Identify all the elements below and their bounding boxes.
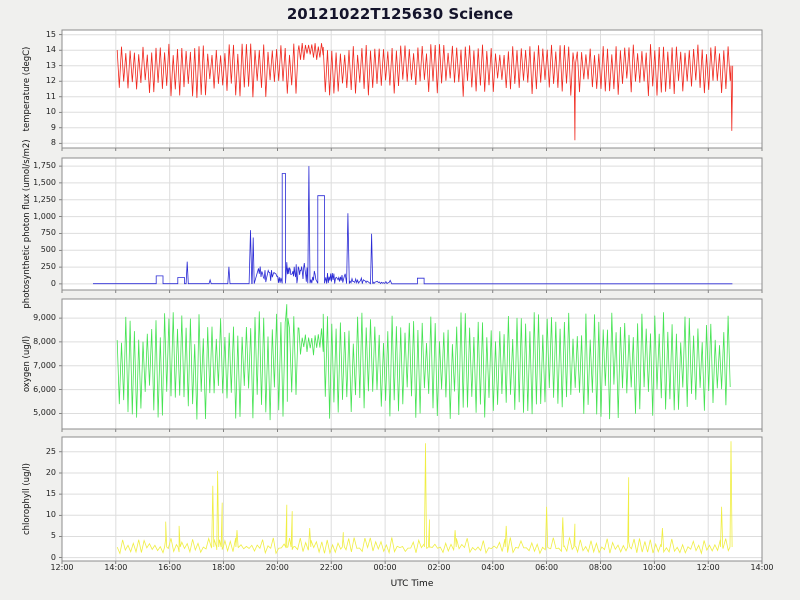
y-tick-labels: 8 9 10 11 12 13 14 15 xyxy=(0,30,58,148)
x-tick-label: 14:00 xyxy=(750,563,774,572)
chart-canvas-photon-flux xyxy=(59,157,763,293)
y-tick-label: 8 xyxy=(50,138,56,148)
x-tick-label: 20:00 xyxy=(265,563,289,572)
x-tick-label: 08:00 xyxy=(588,563,612,572)
y-tick-label: 15 xyxy=(45,29,56,39)
y-tick-label: 9 xyxy=(50,122,56,132)
y-tick-label: 5 xyxy=(50,531,56,541)
y-tick-label: 1,750 xyxy=(33,161,56,171)
y-tick-label: 14 xyxy=(45,45,56,55)
y-tick-label: 1,500 xyxy=(33,177,56,187)
y-tick-labels: 0 250 500 750 1,000 1,250 1,500 1,750 xyxy=(0,158,58,290)
x-tick-label: 12:00 xyxy=(50,563,74,572)
y-tick-labels: 0 5 10 15 20 25 xyxy=(0,437,58,562)
x-tick-label: 00:00 xyxy=(373,563,397,572)
y-tick-label: 10 xyxy=(45,510,56,520)
x-tick-labels: 12:00 14:00 16:00 18:00 20:00 22:00 00:00 02:00… xyxy=(0,563,800,575)
y-tick-label: 15 xyxy=(45,489,56,499)
y-tick-label: 25 xyxy=(45,446,56,456)
chart-canvas-oxygen xyxy=(59,298,763,432)
x-tick-label: 22:00 xyxy=(319,563,343,572)
x-tick-label: 14:00 xyxy=(104,563,128,572)
y-tick-label: 250 xyxy=(40,262,56,272)
subplot-temperature: temperature (degC) 8 9 10 11 12 13 14 15 xyxy=(0,29,800,151)
y-tick-label: 8,000 xyxy=(33,336,56,346)
y-tick-label: 11 xyxy=(45,91,56,101)
chart-canvas-temperature xyxy=(59,29,763,151)
y-tick-label: 750 xyxy=(40,228,56,238)
x-tick-label: 02:00 xyxy=(427,563,451,572)
x-axis-label: UTC Time xyxy=(390,579,434,589)
y-tick-label: 1,000 xyxy=(33,211,56,221)
x-tick-label: 18:00 xyxy=(212,563,236,572)
y-tick-label: 10 xyxy=(45,107,56,117)
plot-area-oxygen xyxy=(59,298,763,432)
y-tick-label: 12 xyxy=(45,76,56,86)
chart-canvas-chlorophyll xyxy=(59,436,763,564)
y-tick-label: 0 xyxy=(50,552,56,562)
subplot-photon-flux: photosynthetic photon flux (umol/s/m2) 0… xyxy=(0,139,800,309)
y-tick-label: 6,000 xyxy=(33,384,56,394)
x-tick-label: 06:00 xyxy=(535,563,559,572)
subplot-oxygen: oxygen (ug/l) 5,000 6,000 7,000 8,000 9,000 xyxy=(0,298,800,432)
y-tick-label: 9,000 xyxy=(33,313,56,323)
y-tick-label: 0 xyxy=(50,278,56,288)
y-tick-labels: 5,000 6,000 7,000 8,000 9,000 xyxy=(0,299,58,429)
x-tick-label: 10:00 xyxy=(642,563,666,572)
plot-area-chlorophyll xyxy=(59,436,763,564)
plot-area-photon-flux xyxy=(59,157,763,293)
x-tick-label: 12:00 xyxy=(696,563,720,572)
y-tick-label: 1,250 xyxy=(33,194,56,204)
x-tick-label: 16:00 xyxy=(158,563,182,572)
y-tick-label: 20 xyxy=(45,467,56,477)
y-tick-label: 7,000 xyxy=(33,360,56,370)
y-tick-label: 5,000 xyxy=(33,408,56,418)
y-tick-label: 13 xyxy=(45,60,56,70)
x-tick-label: 04:00 xyxy=(481,563,505,572)
y-tick-label: 500 xyxy=(40,245,56,255)
page-title: 20121022T125630 Science xyxy=(286,5,514,23)
subplot-chlorophyll: chlorophyll (ug/l) 0 5 10 15 20 25 xyxy=(0,436,800,564)
plot-area-temperature xyxy=(59,29,763,151)
